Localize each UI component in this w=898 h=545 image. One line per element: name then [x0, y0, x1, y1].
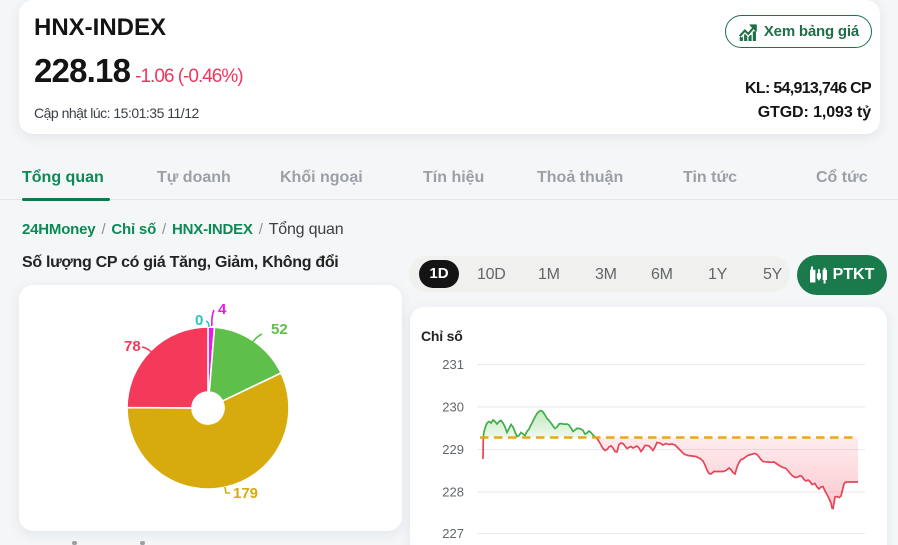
svg-text:228: 228 — [442, 485, 464, 500]
svg-text:0: 0 — [195, 312, 203, 329]
svg-text:227: 227 — [442, 526, 464, 541]
svg-text:179: 179 — [233, 485, 258, 502]
svg-text:78: 78 — [124, 338, 141, 355]
svg-text:52: 52 — [271, 321, 288, 338]
svg-text:231: 231 — [442, 357, 464, 372]
svg-text:230: 230 — [442, 400, 464, 415]
svg-text:229: 229 — [442, 442, 464, 457]
svg-text:4: 4 — [218, 301, 227, 318]
